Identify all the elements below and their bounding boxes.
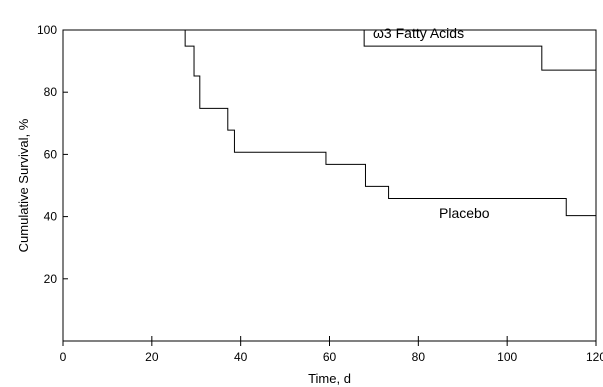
x-tick-label: 60 <box>323 350 337 364</box>
series-label-placebo: Placebo <box>439 205 490 221</box>
y-axis-title: Cumulative Survival, % <box>16 118 31 252</box>
y-axis-ticks: 20 40 60 80 100 <box>37 23 68 286</box>
series-label-omega3: ω3 Fatty Acids <box>373 25 464 41</box>
plot-border <box>62 29 597 342</box>
series-lines <box>63 29 596 217</box>
x-tick-label: 0 <box>60 350 67 364</box>
y-tick-label: 20 <box>44 272 58 286</box>
x-axis-ticks: 0 20 40 60 80 100 120 <box>60 336 603 364</box>
y-tick-label: 100 <box>37 23 57 37</box>
x-tick-label: 100 <box>497 350 517 364</box>
x-tick-label: 40 <box>234 350 248 364</box>
y-tick-label: 40 <box>44 210 58 224</box>
plot-frame <box>62 29 597 342</box>
x-tick-label: 80 <box>412 350 426 364</box>
series-line-placebo <box>63 29 596 217</box>
series-line-omega3 <box>63 29 596 71</box>
x-axis-title: Time, d <box>308 371 351 386</box>
x-tick-label: 20 <box>145 350 159 364</box>
y-tick-label: 80 <box>44 85 58 99</box>
y-tick-label: 60 <box>44 147 58 161</box>
x-tick-label: 120 <box>586 350 603 364</box>
